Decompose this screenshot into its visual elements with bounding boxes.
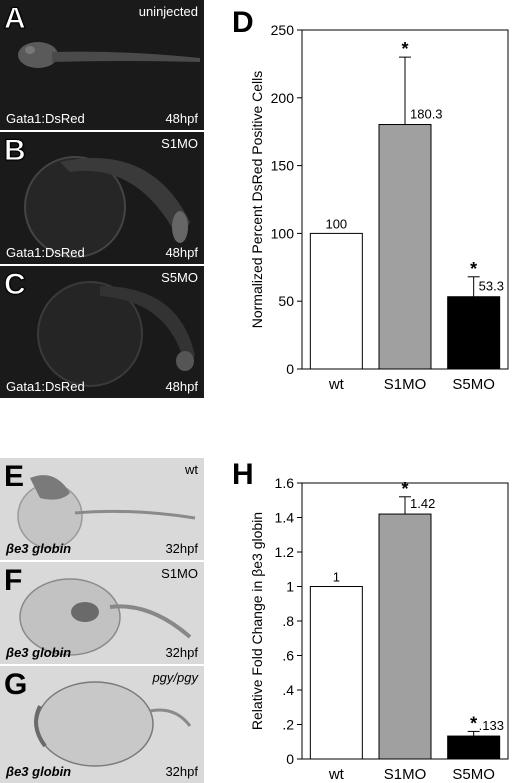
panel-c-image: C S5MO Gata1:DsRed 48hpf (0, 266, 204, 398)
panel-g-image: G pgy/pgy βe3 globin 32hpf (0, 666, 204, 783)
significance-mark: * (401, 479, 408, 499)
bar (447, 735, 501, 760)
y-tick-label: 150 (271, 158, 295, 174)
marker-label: Gata1:DsRed (6, 379, 85, 394)
chart-h: 0 .2 .4 .6 .8 1 1.2 1.4 1.6 Relative Fold Change … (249, 475, 509, 783)
y-tick-label: .6 (282, 648, 294, 664)
marker-label: βe3 globin (6, 541, 72, 556)
y-tick-label: 0 (286, 361, 294, 377)
y-tick-label: .8 (282, 613, 294, 629)
y-tick-label: .4 (282, 682, 294, 698)
y-tick-label: 1.4 (275, 510, 295, 526)
x-tick-label: S5MO (452, 766, 495, 783)
marker-label: Gata1:DsRed (6, 111, 85, 126)
stage-label: 48hpf (165, 111, 198, 126)
condition-label: wt (185, 462, 198, 477)
marker-label: Gata1:DsRed (6, 245, 85, 260)
bar (447, 296, 501, 370)
y-tick-label: 1.2 (275, 544, 295, 560)
data-label: .133 (479, 718, 504, 733)
y-tick-label: 1.6 (275, 475, 295, 491)
condition-label: pgy/pgy (152, 670, 198, 685)
panel-label: G (4, 668, 28, 701)
data-label: 53.3 (479, 279, 504, 294)
y-tick-label: 50 (278, 293, 294, 309)
x-tick-label: wt (328, 376, 345, 393)
y-tick-label: 200 (271, 90, 295, 106)
panel-a-image: A uninjected Gata1:DsRed 48hpf (0, 0, 204, 130)
condition-label: uninjected (138, 4, 198, 19)
x-tick-label: S1MO (384, 376, 427, 393)
x-tick-label: wt (328, 766, 345, 783)
x-tick-label: S5MO (452, 376, 495, 393)
stage-label: 32hpf (165, 764, 198, 779)
chart-d: 0 50 100 150 200 250 Normalized Percent DsRed … (249, 22, 509, 393)
y-tick-label: .2 (282, 717, 294, 733)
panel-f-image: F S1MO βe3 globin 32hpf (0, 562, 204, 664)
bar (378, 124, 432, 370)
y-tick-label: 0 (286, 751, 294, 767)
bar (378, 513, 432, 760)
bar (309, 586, 363, 760)
condition-label: S1MO (161, 136, 198, 151)
significance-mark: * (470, 713, 477, 733)
panel-label: A (4, 2, 27, 35)
chart-d-label: D (232, 6, 254, 39)
panel-e-image: E wt βe3 globin 32hpf (0, 458, 204, 560)
y-tick-label: 100 (271, 225, 295, 241)
bar (309, 232, 363, 370)
embryo-a-image (18, 42, 200, 68)
embryo-e-image (17, 475, 196, 549)
data-label: 1.42 (410, 496, 435, 511)
stage-label: 32hpf (165, 645, 198, 660)
panel-label: C (4, 268, 27, 301)
marker-label: βe3 globin (6, 645, 72, 660)
chart-h-label: H (232, 458, 254, 491)
data-label: 100 (325, 216, 347, 231)
stage-label: 48hpf (165, 379, 198, 394)
embryo-f-image (19, 578, 192, 656)
condition-label: S5MO (161, 270, 198, 285)
x-tick-label: S1MO (384, 766, 427, 783)
y-tick-label: 250 (271, 22, 295, 38)
marker-label: βe3 globin (6, 764, 72, 779)
panel-label: E (4, 460, 25, 493)
condition-label: S1MO (161, 566, 198, 581)
embryo-b-image (24, 156, 190, 258)
panel-label: F (4, 564, 23, 597)
embryo-c-image (37, 281, 195, 387)
y-axis-label: Relative Fold Change in βe3 globin (249, 512, 265, 730)
panel-b-image: B S1MO Gata1:DsRed 48hpf (0, 132, 204, 264)
significance-mark: * (470, 259, 477, 279)
data-label: 1 (333, 570, 340, 585)
y-tick-label: 1 (286, 579, 294, 595)
embryo-g-image (34, 681, 192, 767)
data-label: 180.3 (410, 107, 443, 122)
stage-label: 48hpf (165, 245, 198, 260)
y-axis-label: Normalized Percent DsRed Positive Cells (249, 71, 265, 329)
significance-mark: * (401, 39, 408, 59)
stage-label: 32hpf (165, 541, 198, 556)
panel-label: B (4, 134, 27, 167)
